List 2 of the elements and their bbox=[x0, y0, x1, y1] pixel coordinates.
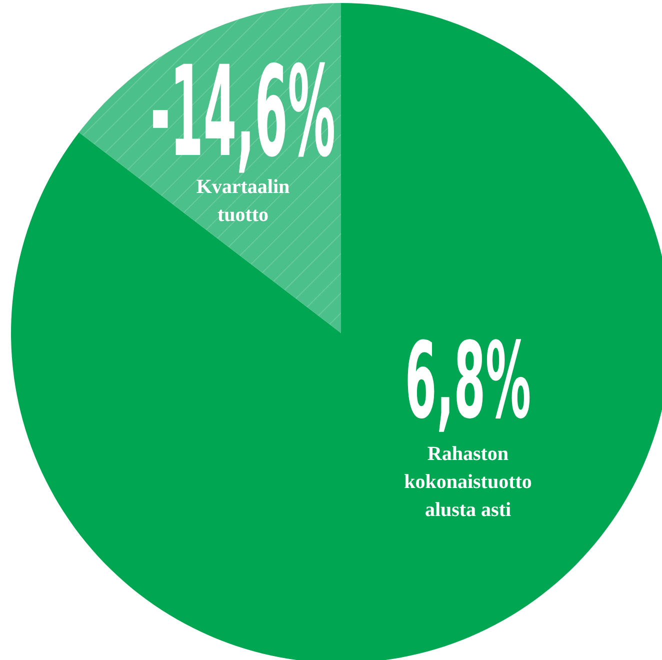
data-label: 6,8% bbox=[405, 320, 531, 443]
category-label: Rahaston kokonaistuotto alusta asti bbox=[404, 443, 532, 521]
